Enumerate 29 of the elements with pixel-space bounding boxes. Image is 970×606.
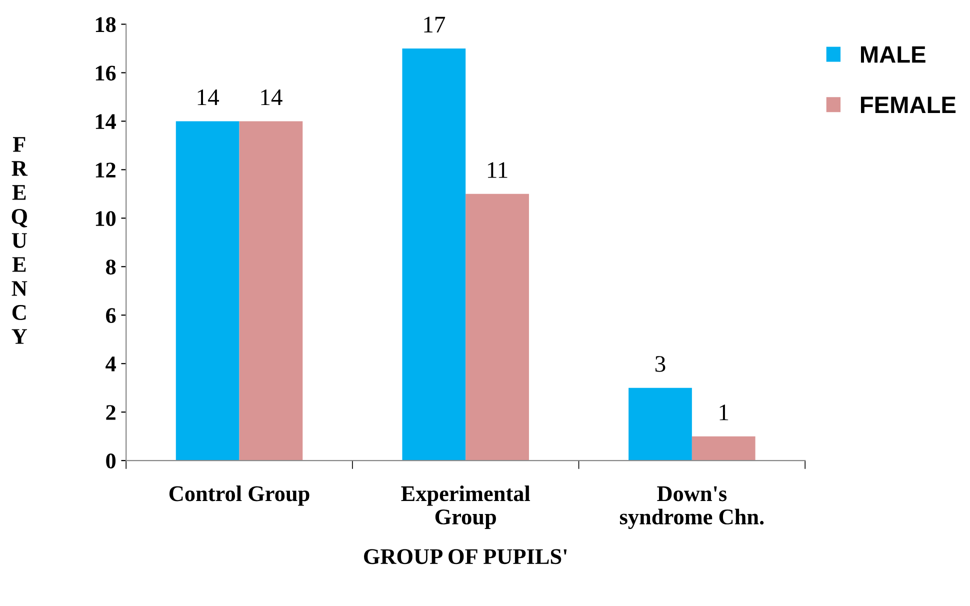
data-label: 17 (424, 16, 446, 32)
y-tick-label: 18 (96, 17, 116, 32)
y-tick-label: 2 (106, 405, 116, 420)
x-tick-label: Control Group (169, 486, 310, 506)
y-tick-label: 0 (106, 453, 116, 468)
data-label: 14 (198, 89, 220, 106)
y-tick-label: 4 (106, 356, 116, 372)
bar (692, 436, 756, 461)
x-tick-label: Experimental Group (401, 486, 530, 529)
legend-label: FEMALE (860, 96, 956, 113)
bar (176, 121, 240, 461)
bar (466, 194, 529, 461)
y-tick-label: 14 (96, 114, 116, 129)
data-label: 1 (720, 404, 728, 420)
data-label: 3 (655, 356, 666, 372)
y-tick-label: 12 (96, 162, 116, 178)
data-label: 11 (488, 162, 508, 178)
legend-label: MALE (860, 46, 926, 63)
x-tick-label: Down's syndrome Chn. (620, 486, 764, 530)
x-axis-title: GROUP OF PUPILS' (364, 549, 567, 564)
y-tick-label: 16 (96, 66, 116, 81)
text: FREQUENCY (12, 137, 28, 344)
y-tick-label: 6 (106, 308, 116, 324)
data-label: 14 (261, 89, 282, 106)
y-tick-label: 10 (96, 211, 116, 226)
bar (239, 121, 303, 461)
bar (628, 388, 692, 461)
bar (402, 48, 466, 461)
y-tick-label: 8 (106, 260, 116, 275)
